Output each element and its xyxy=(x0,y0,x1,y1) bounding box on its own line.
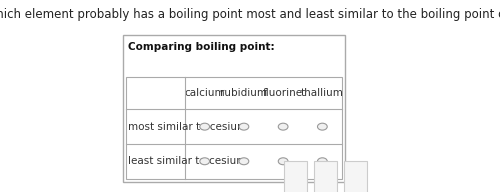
Text: ?: ? xyxy=(352,172,359,185)
Text: Comparing boiling point:: Comparing boiling point: xyxy=(128,42,275,52)
Circle shape xyxy=(278,158,288,165)
Circle shape xyxy=(318,123,327,130)
Circle shape xyxy=(239,123,249,130)
Text: most similar to cesium: most similar to cesium xyxy=(128,122,248,132)
FancyBboxPatch shape xyxy=(123,35,344,182)
Text: ×: × xyxy=(290,172,301,185)
Text: ↺: ↺ xyxy=(320,172,331,185)
Circle shape xyxy=(278,123,288,130)
FancyBboxPatch shape xyxy=(314,161,337,192)
Text: fluorine: fluorine xyxy=(263,88,303,98)
Circle shape xyxy=(200,123,209,130)
Text: thallium: thallium xyxy=(301,88,344,98)
Text: rubidium: rubidium xyxy=(220,88,268,98)
Circle shape xyxy=(200,158,209,165)
Text: calcium: calcium xyxy=(184,88,225,98)
FancyBboxPatch shape xyxy=(126,77,342,179)
FancyBboxPatch shape xyxy=(284,161,308,192)
Circle shape xyxy=(239,158,249,165)
Text: Decide which element probably has a boiling point most and least similar to the : Decide which element probably has a boil… xyxy=(0,8,500,21)
FancyBboxPatch shape xyxy=(344,161,367,192)
Circle shape xyxy=(318,158,327,165)
Text: least similar to cesium: least similar to cesium xyxy=(128,156,246,166)
